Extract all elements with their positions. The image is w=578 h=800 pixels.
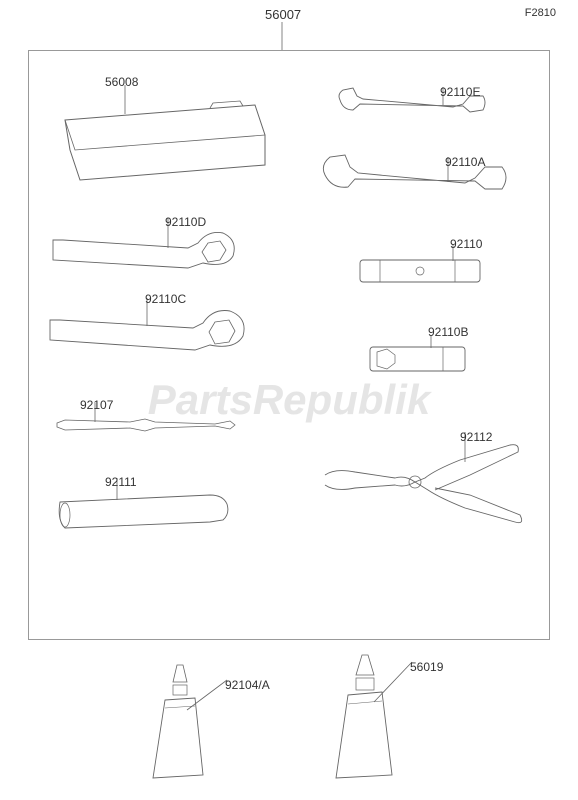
label-92107: 92107 (80, 398, 113, 412)
label-92110A: 92110A (445, 155, 485, 169)
label-56019: 56019 (410, 660, 443, 674)
parts-diagram: 56007 F2810 56008 92110E 92110A 92110D 9… (0, 0, 578, 800)
label-92110B: 92110B (428, 325, 468, 339)
screwdriver-bit-drawing (55, 415, 245, 440)
grease-tube-b-drawing (330, 650, 420, 790)
wrench-large-drawing (320, 145, 520, 215)
spark-wrench-drawing (355, 245, 505, 295)
label-92104A: 92104/A (225, 678, 270, 692)
label-92110E: 92110E (440, 85, 480, 99)
handle-drawing (55, 490, 245, 535)
label-92112: 92112 (460, 430, 492, 444)
ring-wrench-d-drawing (48, 218, 268, 278)
label-92110D: 92110D (165, 215, 206, 229)
label-92111: 92111 (105, 475, 137, 489)
ring-wrench-c-drawing (45, 298, 275, 358)
kit-leader (0, 0, 578, 45)
socket-wrench-drawing (365, 335, 485, 380)
label-92110: 92110 (450, 237, 482, 251)
label-56008: 56008 (105, 75, 138, 89)
grease-tube-a-drawing (145, 660, 235, 790)
tool-bag-drawing (55, 80, 285, 190)
label-92110C: 92110C (145, 292, 186, 306)
pliers-drawing (320, 440, 540, 540)
